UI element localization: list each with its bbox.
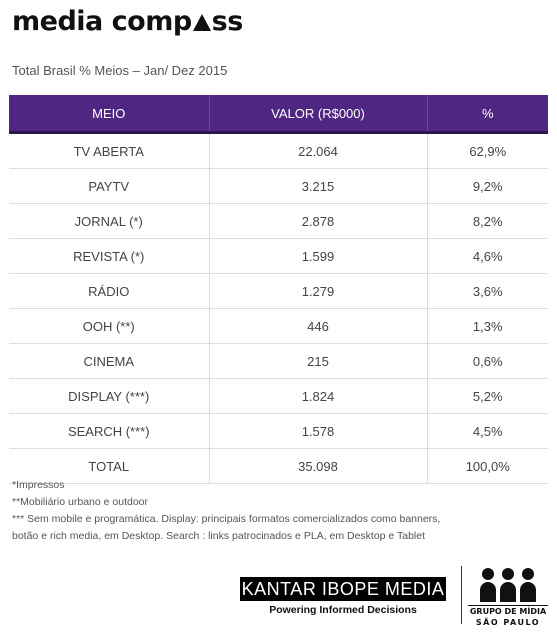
cell-pct: 5,2% (426, 378, 548, 414)
table-row: DISPLAY (***) 1.824 5,2% (9, 378, 548, 414)
table-row: PAYTV 3.215 9,2% (9, 168, 548, 204)
logo-divider (461, 566, 462, 624)
cell-meio: DISPLAY (***) (9, 378, 209, 414)
cell-pct: 8,2% (426, 203, 548, 239)
cell-pct: 4,5% (426, 413, 548, 449)
grupo-de-midia-name: GRUPO DE MÍDIA (468, 605, 548, 616)
cell-valor: 2.878 (208, 203, 427, 239)
cell-pct: 1,3% (426, 308, 548, 344)
table-row: TV ABERTA 22.064 62,9% (9, 132, 548, 169)
cell-valor: 3.215 (208, 168, 427, 204)
table-header-row: MEIO VALOR (R$000) % (9, 95, 548, 134)
grupo-de-midia-city: SÃO PAULO (475, 618, 541, 627)
table-row: OOH (**) 446 1,3% (9, 308, 548, 344)
cell-valor: 1.599 (208, 238, 427, 274)
cell-pct: 9,2% (426, 168, 548, 204)
column-header-pct: % (426, 95, 548, 134)
footnote: **Mobiliário urbano e outdoor (12, 496, 149, 508)
cell-valor: 446 (208, 308, 427, 344)
cell-pct: 0,6% (426, 343, 548, 379)
footnotes: *Impressos **Mobiliário urbano e outdoor… (12, 477, 542, 545)
cell-pct: 3,6% (426, 273, 548, 309)
footnote: *** Sem mobile e programática. Display: … (12, 513, 441, 525)
cell-valor: 1.578 (208, 413, 427, 449)
table-row: JORNAL (*) 2.878 8,2% (9, 203, 548, 239)
cell-meio: REVISTA (*) (9, 238, 209, 274)
page-subtitle: Total Brasil % Meios – Jan/ Dez 2015 (12, 63, 228, 78)
kantar-ibope-logo: KANTAR IBOPE MEDIA (240, 577, 446, 601)
cell-pct: 4,6% (426, 238, 548, 274)
table-row: CINEMA 215 0,6% (9, 343, 548, 379)
cell-valor: 22.064 (208, 132, 427, 169)
cell-valor: 1.824 (208, 378, 427, 414)
footnote: botão e rich media, em Desktop. Search :… (12, 530, 426, 542)
media-share-table: MEIO VALOR (R$000) % TV ABERTA 22.064 62… (9, 95, 548, 484)
cell-pct: 62,9% (426, 132, 548, 169)
cell-valor: 1.279 (208, 273, 427, 309)
table-row: SEARCH (***) 1.578 4,5% (9, 413, 548, 449)
column-header-meio: MEIO (9, 95, 209, 134)
table-row-total: TOTAL 35.098 100,0% (9, 448, 548, 484)
cell-meio: JORNAL (*) (9, 203, 209, 239)
cell-meio: CINEMA (9, 343, 209, 379)
logo-text-right: ss (211, 6, 244, 37)
cell-meio: PAYTV (9, 168, 209, 204)
logo-text-left: media comp (12, 6, 192, 37)
cell-meio: SEARCH (***) (9, 413, 209, 449)
footnote: *Impressos (12, 479, 65, 491)
cell-meio: TV ABERTA (9, 132, 209, 169)
cell-meio: RÁDIO (9, 273, 209, 309)
cell-meio: TOTAL (9, 448, 209, 484)
media-compass-logo: media comp ss (12, 5, 243, 39)
grupo-de-midia-people-icon (480, 568, 536, 602)
cell-pct: 100,0% (426, 448, 548, 484)
table-row: RÁDIO 1.279 3,6% (9, 273, 548, 309)
cell-meio: OOH (**) (9, 308, 209, 344)
cell-valor: 35.098 (208, 448, 427, 484)
cell-valor: 215 (208, 343, 427, 379)
table-row: REVISTA (*) 1.599 4,6% (9, 238, 548, 274)
column-header-valor: VALOR (R$000) (208, 95, 427, 134)
kantar-tagline: Powering Informed Decisions (269, 604, 417, 616)
triangle-icon (192, 14, 211, 31)
